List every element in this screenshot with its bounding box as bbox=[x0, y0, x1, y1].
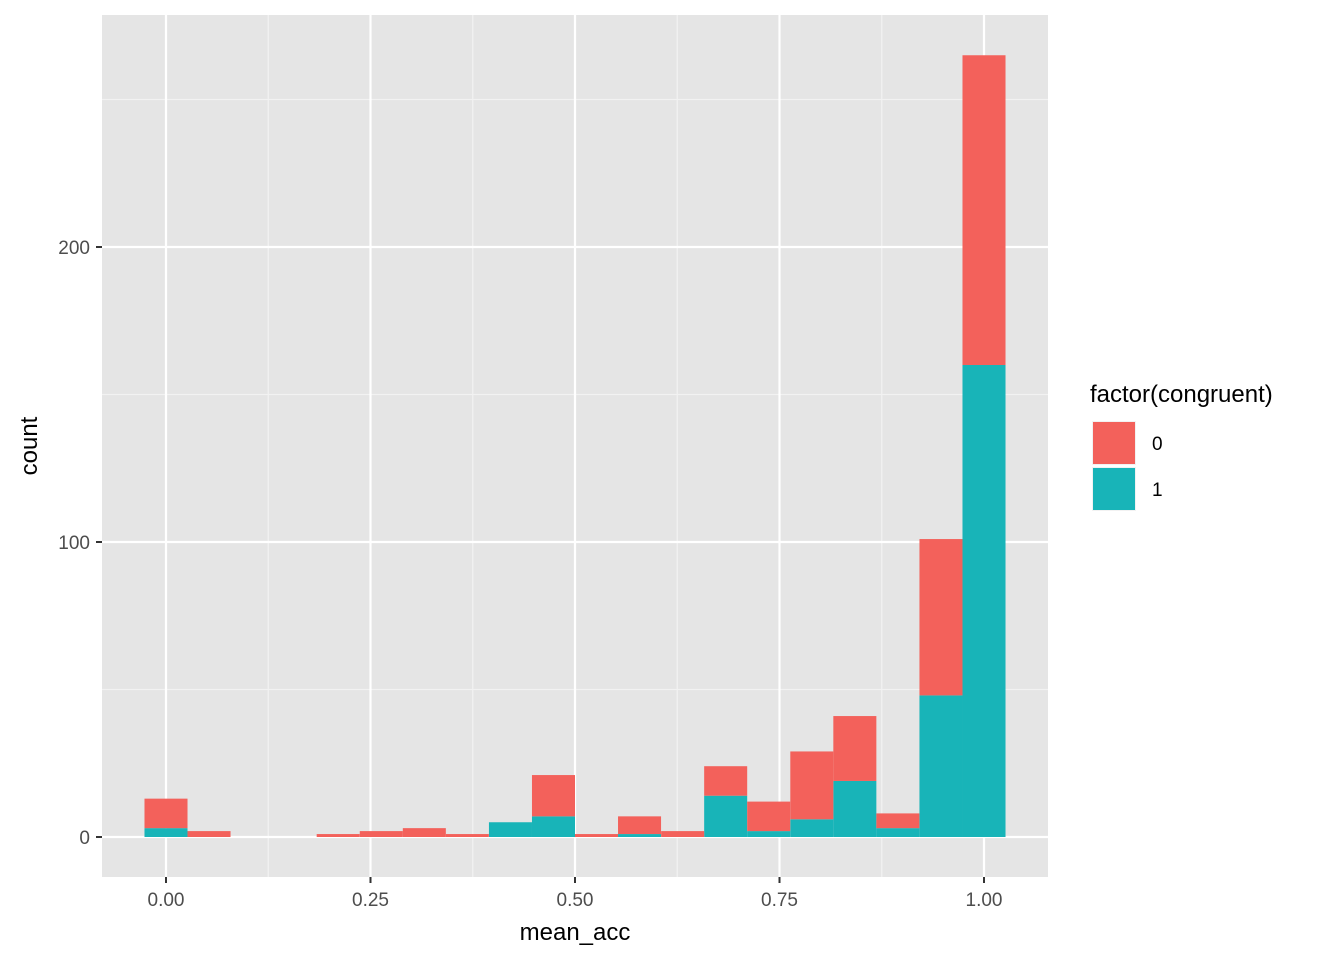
bar-series-0 bbox=[833, 716, 877, 781]
bar-series-0 bbox=[575, 834, 619, 837]
bar-series-0 bbox=[704, 766, 748, 796]
bar-series-1 bbox=[747, 831, 791, 837]
bar-series-0 bbox=[531, 775, 575, 817]
bar-series-0 bbox=[144, 798, 188, 829]
bar-series-0 bbox=[359, 831, 403, 837]
bar-series-1 bbox=[833, 780, 877, 837]
bar-series-0 bbox=[187, 831, 231, 837]
bar-series-1 bbox=[962, 365, 1006, 837]
bar-series-1 bbox=[488, 822, 532, 837]
x-axis: 0.00 0.25 0.50 0.75 1.00 bbox=[148, 877, 1003, 911]
bar-series-0 bbox=[876, 813, 920, 829]
bar-series-1 bbox=[704, 795, 748, 837]
bar-series-1 bbox=[144, 828, 188, 837]
bar-series-1 bbox=[531, 816, 575, 837]
bar-series-1 bbox=[876, 828, 920, 837]
legend: factor(congruent) 01 bbox=[1090, 381, 1273, 511]
y-axis-title: count bbox=[16, 416, 43, 475]
bar-series-1 bbox=[919, 695, 963, 837]
major-gridlines bbox=[102, 15, 1048, 877]
y-tick-label: 100 bbox=[58, 533, 90, 554]
legend-swatch-0 bbox=[1093, 422, 1135, 464]
bar-series-1 bbox=[618, 834, 662, 837]
x-axis-title: mean_acc bbox=[520, 919, 631, 946]
x-tick-label: 0.75 bbox=[761, 890, 798, 911]
bar-series-0 bbox=[919, 539, 963, 696]
legend-label-0: 0 bbox=[1152, 434, 1163, 455]
bar-series-0 bbox=[618, 816, 662, 835]
bar-series-0 bbox=[402, 828, 446, 837]
x-tick-label: 0.00 bbox=[148, 890, 185, 911]
bar-series-0 bbox=[316, 834, 360, 837]
x-tick-label: 0.25 bbox=[352, 890, 389, 911]
bar-series-0 bbox=[445, 834, 489, 837]
bar-series-0 bbox=[790, 751, 834, 820]
bar-series-0 bbox=[747, 801, 791, 832]
legend-swatch-1 bbox=[1093, 468, 1135, 510]
bar-series-0 bbox=[661, 831, 705, 837]
y-tick-label: 200 bbox=[58, 238, 90, 259]
bar-series-1 bbox=[790, 819, 834, 837]
x-tick-label: 0.50 bbox=[557, 890, 594, 911]
y-axis: 0 100 200 bbox=[58, 238, 102, 849]
y-tick-label: 0 bbox=[79, 828, 90, 849]
legend-title: factor(congruent) bbox=[1090, 381, 1273, 408]
bars bbox=[144, 55, 1006, 837]
bar-series-0 bbox=[962, 55, 1006, 365]
x-tick-label: 1.00 bbox=[966, 890, 1003, 911]
legend-label-1: 1 bbox=[1152, 480, 1163, 501]
legend-items: 01 bbox=[1092, 421, 1163, 511]
